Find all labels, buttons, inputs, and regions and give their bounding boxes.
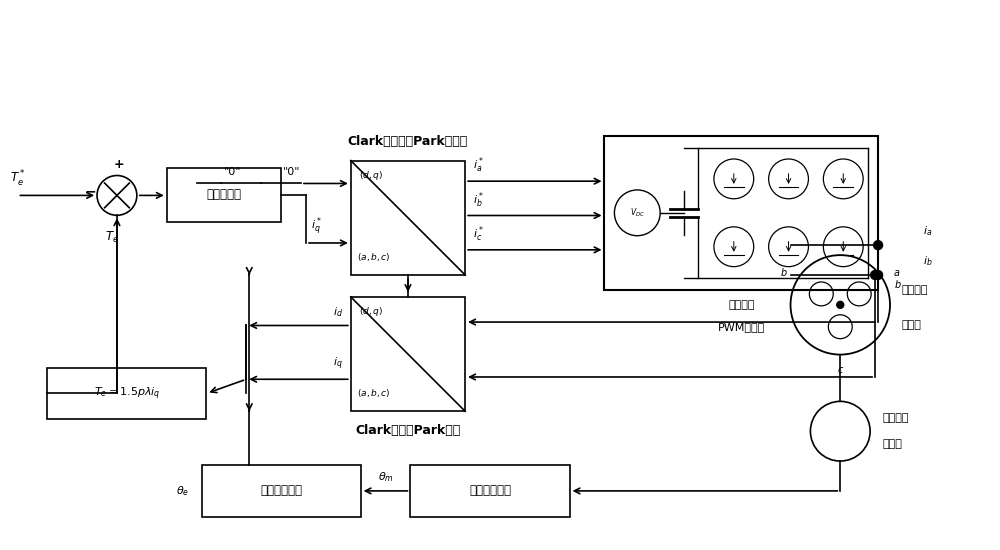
Bar xyxy=(351,297,465,411)
Text: $(a,b,c)$: $(a,b,c)$ xyxy=(357,387,390,399)
Text: Clark变换、Park变换: Clark变换、Park变换 xyxy=(355,424,461,437)
Text: $(d,q)$: $(d,q)$ xyxy=(359,305,383,318)
Circle shape xyxy=(874,241,883,250)
Text: −: − xyxy=(84,184,96,199)
Text: "0": "0" xyxy=(283,167,301,177)
Text: $(d,q)$: $(d,q)$ xyxy=(359,168,383,182)
Bar xyxy=(167,168,281,222)
Text: +: + xyxy=(114,157,124,170)
Text: PWM逆变器: PWM逆变器 xyxy=(718,322,765,332)
Text: $T_e =1.5p\lambda i_q$: $T_e =1.5p\lambda i_q$ xyxy=(94,385,160,402)
Circle shape xyxy=(837,301,844,309)
Text: 电气角度计算: 电气角度计算 xyxy=(260,485,302,497)
Text: $(a,b,c)$: $(a,b,c)$ xyxy=(357,251,390,263)
Circle shape xyxy=(871,271,880,279)
Text: $i_q$: $i_q$ xyxy=(333,356,343,372)
Text: $i_c^*$: $i_c^*$ xyxy=(473,224,484,244)
Text: 转子位置: 转子位置 xyxy=(882,413,909,424)
Text: 转矩调节器: 转矩调节器 xyxy=(206,189,241,201)
Text: $i_d$: $i_d$ xyxy=(333,305,343,318)
Bar xyxy=(351,161,465,275)
Circle shape xyxy=(874,271,883,279)
Text: $i_b^*$: $i_b^*$ xyxy=(473,190,484,210)
Text: a: a xyxy=(893,267,899,278)
Text: $T_e$: $T_e$ xyxy=(105,230,119,245)
Text: "0": "0" xyxy=(223,167,241,177)
Text: c: c xyxy=(838,365,843,375)
Text: $i_a^*$: $i_a^*$ xyxy=(473,156,484,175)
Text: $i_a$: $i_a$ xyxy=(923,224,932,238)
Bar xyxy=(604,136,878,290)
Text: 电流可控: 电流可控 xyxy=(728,300,755,310)
Text: 机械位置解算: 机械位置解算 xyxy=(469,485,511,497)
Text: $\theta_e$: $\theta_e$ xyxy=(176,484,190,498)
Text: b: b xyxy=(781,267,787,278)
Text: 传感器: 传感器 xyxy=(882,439,902,449)
Text: $V_{DC}$: $V_{DC}$ xyxy=(630,207,645,219)
Text: Clark逆变换、Park逆变换: Clark逆变换、Park逆变换 xyxy=(348,135,468,147)
Bar xyxy=(47,367,206,419)
Bar xyxy=(202,465,361,517)
Text: 电动机: 电动机 xyxy=(902,320,922,330)
Text: b: b xyxy=(895,280,901,290)
Bar xyxy=(410,465,570,517)
Text: 永磁同步: 永磁同步 xyxy=(902,285,928,295)
Text: $i_q^*$: $i_q^*$ xyxy=(311,216,322,238)
Text: $\theta_m$: $\theta_m$ xyxy=(378,470,393,484)
Text: $i_b$: $i_b$ xyxy=(923,254,933,268)
Text: $T_e^*$: $T_e^*$ xyxy=(10,169,26,189)
